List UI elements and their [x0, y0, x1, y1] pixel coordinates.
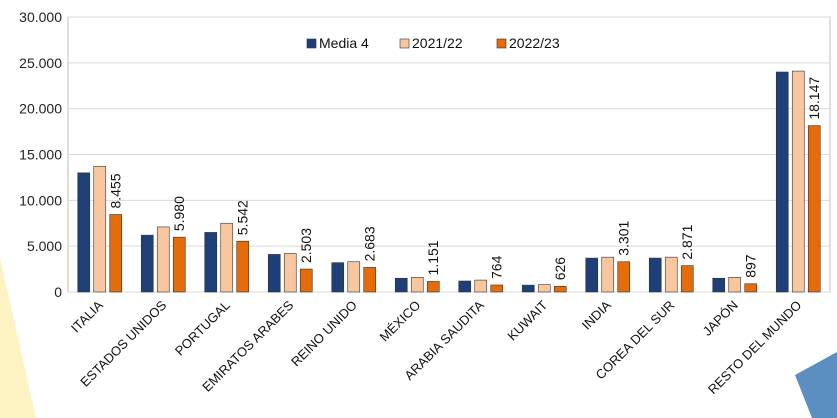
data-label: 2.503	[298, 228, 314, 263]
bar	[204, 232, 218, 293]
bar	[807, 125, 821, 293]
data-label: 1.151	[425, 240, 441, 275]
y-tick-label: 5.000	[27, 238, 62, 254]
bar	[712, 277, 726, 293]
data-label: 2.871	[679, 224, 695, 259]
bar	[236, 240, 250, 293]
x-category-label: INDIA	[579, 297, 614, 332]
bar	[728, 277, 742, 293]
data-label: 626	[552, 257, 568, 281]
bar	[394, 277, 408, 293]
left-yellow-wedge	[0, 258, 36, 418]
bar	[775, 71, 789, 293]
x-category-label: MÉXICO	[376, 298, 423, 345]
bar	[664, 256, 678, 293]
legend-label: 2022/23	[509, 35, 560, 51]
bar	[347, 261, 361, 293]
data-label: 5.542	[235, 200, 251, 235]
bar	[426, 281, 440, 293]
corner-blue-tab	[795, 352, 837, 418]
y-tick-label: 30.000	[19, 9, 62, 25]
bar	[77, 172, 91, 293]
bar	[363, 267, 377, 293]
legend-label: Media 4	[319, 35, 369, 51]
legend-swatch	[306, 38, 317, 49]
bar	[585, 257, 599, 293]
data-label: 5.980	[171, 196, 187, 231]
bar	[283, 253, 297, 293]
bar	[410, 277, 424, 293]
data-label: 764	[489, 255, 505, 279]
x-category-label: JAPÓN	[700, 298, 741, 339]
y-tick-label: 0	[54, 284, 62, 300]
legend-label: 2021/22	[412, 35, 463, 51]
bar	[109, 214, 123, 293]
data-label: 2.683	[362, 226, 378, 261]
bar	[93, 166, 107, 293]
bar	[156, 226, 170, 293]
bar	[474, 279, 488, 293]
bar	[791, 70, 805, 293]
bar	[140, 234, 154, 293]
bar	[331, 262, 345, 293]
data-label: 18.147	[806, 77, 822, 120]
y-axis-ticks: 0 5.000 10.000 15.000 20.000 25.000 30.000	[19, 9, 62, 300]
x-category-label: ITALIA	[68, 297, 106, 335]
bar	[537, 284, 551, 293]
bar	[267, 254, 281, 293]
x-category-label: REINO UNIDO	[288, 298, 360, 370]
bar	[553, 285, 567, 293]
data-label: 897	[743, 254, 759, 278]
x-category-label: KUWAIT	[504, 297, 550, 343]
bar	[617, 261, 631, 293]
bar	[744, 283, 758, 293]
bar	[521, 284, 535, 293]
data-label: 3.301	[616, 220, 632, 255]
legend-swatch	[399, 38, 410, 49]
bar	[648, 257, 662, 293]
data-labels: 8.455 5.980 5.542 2.503 2.683 1.151 764 626 3.30…	[108, 77, 823, 281]
bar	[680, 265, 694, 293]
bars	[77, 70, 821, 293]
bar	[458, 280, 472, 293]
gridlines	[68, 16, 830, 293]
legend-swatch	[496, 38, 507, 49]
bar	[601, 256, 615, 293]
bar	[220, 222, 234, 293]
y-tick-label: 20.000	[19, 101, 62, 117]
legend: Media 4 2021/22 2022/23	[306, 35, 560, 51]
y-tick-label: 25.000	[19, 55, 62, 71]
y-tick-label: 15.000	[19, 147, 62, 163]
x-category-label: PORTUGAL	[172, 298, 233, 359]
bar	[299, 268, 313, 293]
bar	[172, 236, 186, 293]
y-tick-label: 10.000	[19, 192, 62, 208]
data-label: 8.455	[108, 173, 124, 208]
bar	[490, 284, 504, 293]
